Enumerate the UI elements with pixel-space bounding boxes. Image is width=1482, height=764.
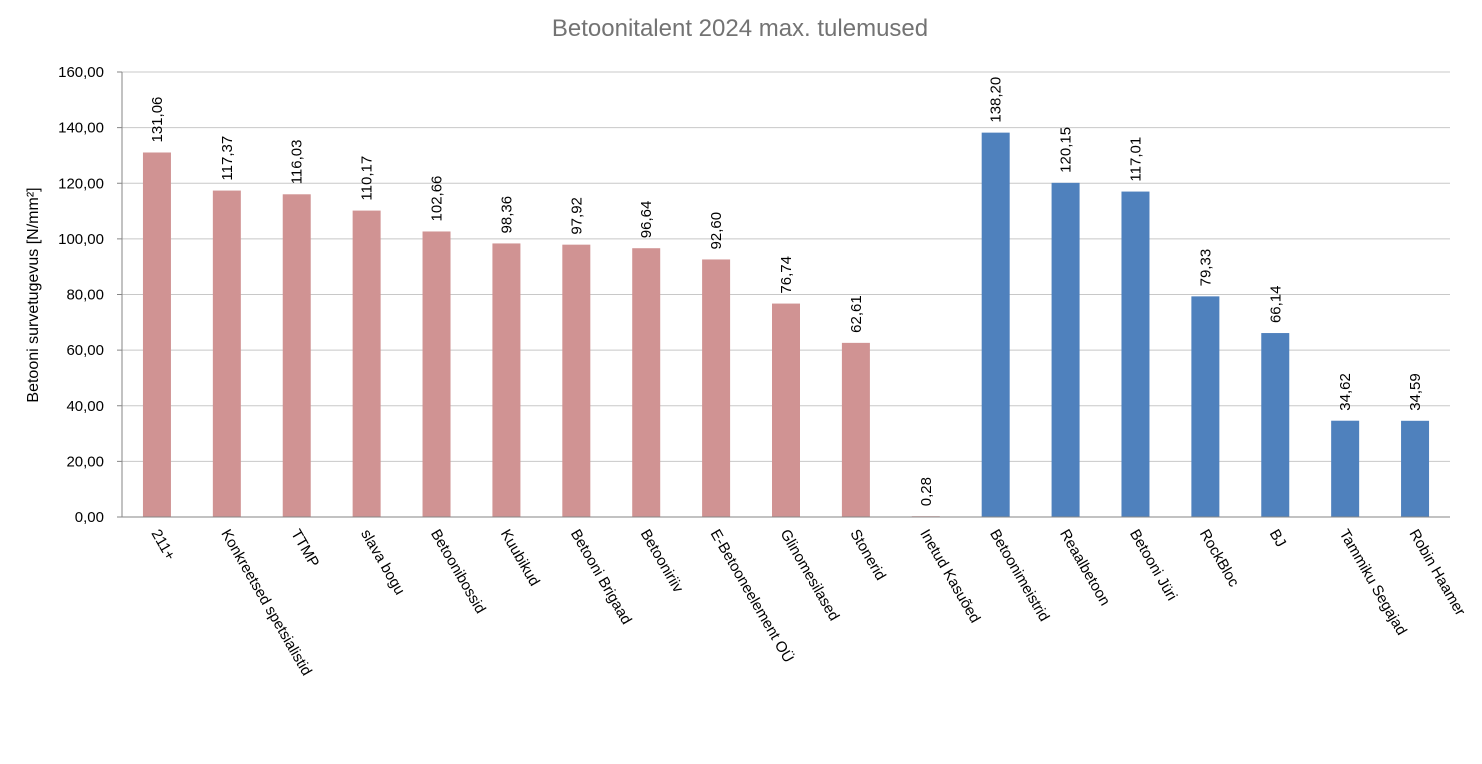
data-label: 102,66 xyxy=(429,176,446,222)
bar xyxy=(1191,296,1220,517)
x-tick-label: Robin Haamer xyxy=(1406,527,1469,619)
x-tick-label: Tammiku Segajad xyxy=(1336,527,1410,639)
x-tick-label: slava bogu xyxy=(357,527,408,598)
data-label: 110,17 xyxy=(359,156,376,201)
y-axis-label: Betooni survetugevus [N/mm²] xyxy=(25,187,42,402)
x-tick-label: BJ xyxy=(1266,527,1289,551)
x-tick-label: RockBloc xyxy=(1196,527,1243,591)
bar xyxy=(282,194,311,517)
x-tick-label: Glinomesilased xyxy=(777,527,843,624)
data-label: 131,06 xyxy=(149,97,166,143)
x-tick-label: TTMP xyxy=(287,527,322,571)
x-tick-label: Betoonimeistrid xyxy=(986,527,1052,625)
y-tick-label: 100,00 xyxy=(58,231,104,248)
data-labels: 131,06 117,37 116,03 110,17 102,66 98,36 97,92… xyxy=(149,77,1424,506)
bar xyxy=(772,303,800,517)
bar xyxy=(1121,191,1150,518)
x-tick-label: Betooniriiv xyxy=(637,527,687,597)
data-label: 120,15 xyxy=(1058,127,1075,173)
y-tick-label: 140,00 xyxy=(58,120,104,137)
bar xyxy=(492,243,521,517)
data-label: 66,14 xyxy=(1267,286,1284,324)
data-label: 138,20 xyxy=(988,77,1005,123)
bar xyxy=(1261,333,1290,517)
bar xyxy=(981,132,1010,517)
data-label: 117,01 xyxy=(1127,137,1144,182)
y-tick-label: 0,00 xyxy=(75,509,104,526)
x-tick-label: Betooni Jüri xyxy=(1126,527,1180,604)
bar xyxy=(1051,182,1080,517)
y-tick-label: 160,00 xyxy=(58,64,104,81)
bar xyxy=(562,244,591,517)
data-label: 116,03 xyxy=(289,140,306,185)
y-tick-label: 60,00 xyxy=(66,342,104,359)
x-tick-label: Reaalbetoon xyxy=(1056,527,1113,609)
x-tick-label: 211+ xyxy=(147,527,178,564)
bar xyxy=(702,259,731,517)
y-tick-label: 20,00 xyxy=(66,453,104,470)
bar xyxy=(1331,420,1360,517)
y-tick-label: 80,00 xyxy=(66,287,104,304)
data-label: 79,33 xyxy=(1197,249,1214,287)
data-label: 34,59 xyxy=(1407,373,1424,411)
data-label: 62,61 xyxy=(848,295,865,333)
x-tick-label: Stonerid xyxy=(846,527,889,584)
x-tick-label: Betooni Brigaad xyxy=(567,527,635,628)
x-tick-label: Inetud Kasuõed xyxy=(916,527,983,627)
data-label: 76,74 xyxy=(778,256,795,294)
x-tick-label: Betoonibossid xyxy=(427,527,489,617)
bar xyxy=(142,152,171,517)
data-label: 117,37 xyxy=(219,136,236,181)
bar xyxy=(422,231,451,517)
y-axis-ticks: 0,00 20,00 40,00 60,00 80,00 100,00 120,00 140,… xyxy=(58,64,122,526)
bar xyxy=(632,248,661,517)
data-label: 34,62 xyxy=(1337,373,1354,411)
bar xyxy=(841,342,870,517)
bars xyxy=(142,132,1430,518)
x-tick-label: Kuubikud xyxy=(497,527,543,590)
data-label: 0,28 xyxy=(918,477,935,506)
data-label: 97,92 xyxy=(568,197,585,235)
data-label: 98,36 xyxy=(498,196,515,234)
data-label: 92,60 xyxy=(708,212,725,250)
y-tick-label: 120,00 xyxy=(58,175,104,192)
data-label: 96,64 xyxy=(638,201,655,239)
bar xyxy=(352,210,381,517)
chart-title: Betoonitalent 2024 max. tulemused xyxy=(552,15,928,42)
y-tick-label: 40,00 xyxy=(66,398,104,415)
bar xyxy=(1401,420,1430,517)
bar xyxy=(212,190,241,517)
